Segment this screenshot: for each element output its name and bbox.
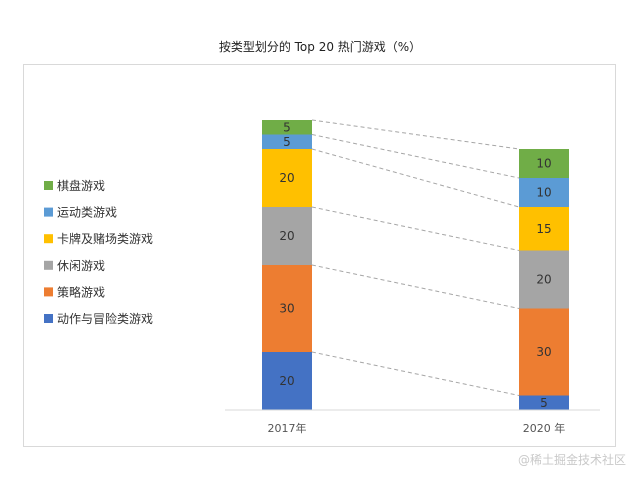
legend-label: 运动类游戏 xyxy=(57,206,117,220)
legend-swatch xyxy=(44,314,53,323)
data-label: 20 xyxy=(536,273,551,287)
legend-label: 卡牌及赌场类游戏 xyxy=(57,232,153,246)
bar-segment xyxy=(519,395,569,410)
data-label: 20 xyxy=(279,171,294,185)
x-tick-label: 2020 年 xyxy=(523,421,566,435)
chart-frame xyxy=(23,64,616,447)
connector-line xyxy=(311,119,520,150)
bar-segment xyxy=(262,352,312,410)
connector-line xyxy=(311,206,520,251)
legend-swatch xyxy=(44,234,53,244)
legend-swatch xyxy=(44,207,53,217)
x-tick-labels: 2017年 2020 年 xyxy=(268,421,566,435)
legend-swatch xyxy=(44,181,53,190)
watermark: @稀土掘金技术社区 xyxy=(517,453,626,467)
data-label: 5 xyxy=(540,396,548,410)
bar-segment xyxy=(519,149,569,178)
bar-segment xyxy=(519,207,569,251)
connector-lines xyxy=(311,119,520,396)
bar-segment xyxy=(262,149,312,207)
data-label: 5 xyxy=(283,135,291,149)
data-label: 20 xyxy=(279,229,294,243)
bars xyxy=(262,120,569,410)
bar-segment xyxy=(519,178,569,207)
legend-label: 动作与冒险类游戏 xyxy=(57,311,153,326)
legend-label: 棋盘游戏 xyxy=(57,178,105,193)
data-label: 15 xyxy=(536,222,551,236)
bar-segment xyxy=(262,120,312,135)
bar-segment xyxy=(262,207,312,265)
data-label: 30 xyxy=(279,302,294,316)
legend-label: 策略游戏 xyxy=(57,284,105,299)
legend-swatch xyxy=(44,287,53,297)
connector-line xyxy=(311,148,520,208)
data-label: 10 xyxy=(536,157,551,171)
bar-segment xyxy=(519,308,569,396)
bar-segment xyxy=(262,134,312,149)
connector-line xyxy=(311,134,520,179)
legend-label: 休闲游戏 xyxy=(57,259,105,273)
connector-line xyxy=(311,351,520,396)
data-label: 5 xyxy=(283,120,291,134)
data-label: 20 xyxy=(279,374,294,388)
connector-line xyxy=(311,264,520,309)
bar-segment xyxy=(519,250,569,309)
data-label: 30 xyxy=(536,345,551,359)
bar-segment xyxy=(262,265,312,352)
legend-swatch xyxy=(44,260,53,270)
x-tick-label: 2017年 xyxy=(268,421,307,435)
chart-title: 按类型划分的 Top 20 热门游戏（%） xyxy=(218,40,422,54)
data-label: 10 xyxy=(536,186,551,200)
